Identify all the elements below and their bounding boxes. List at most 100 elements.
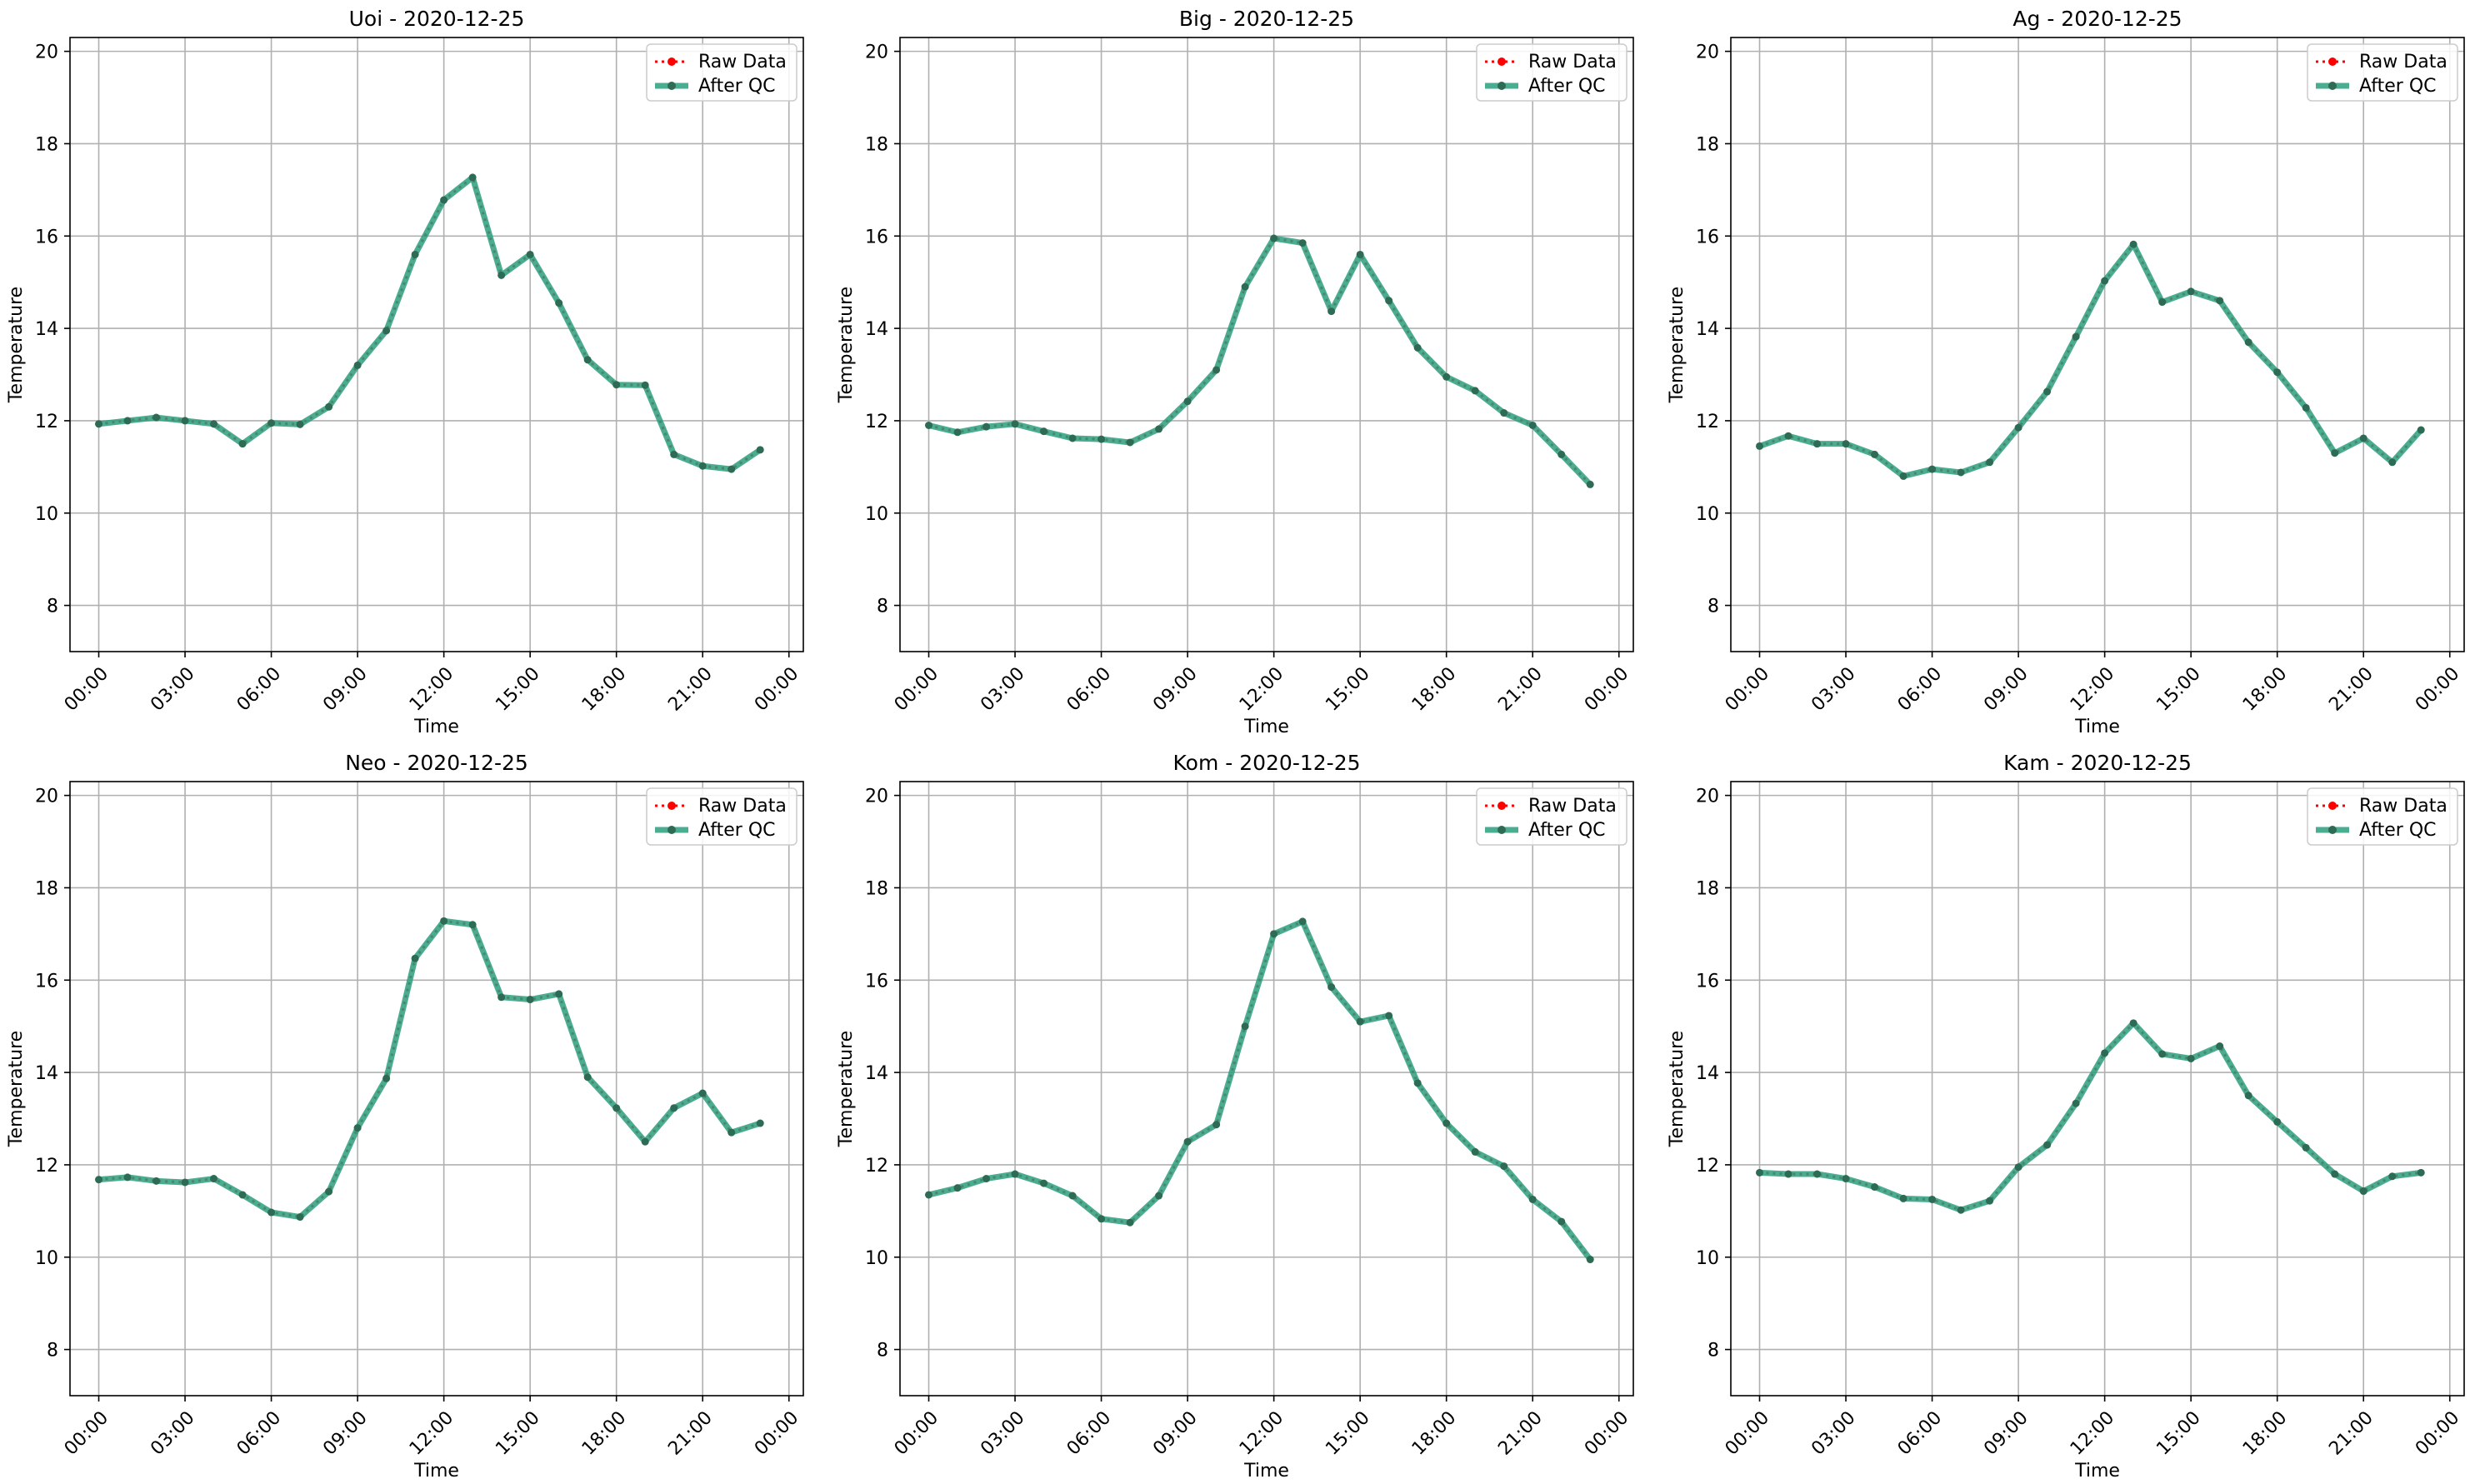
after-qc-point xyxy=(1957,1206,1965,1214)
after-qc-point xyxy=(2043,1141,2052,1149)
after-qc-point xyxy=(2244,338,2252,347)
y-tick-label: 16 xyxy=(35,227,58,247)
after-qc-point xyxy=(1298,239,1307,247)
after-qc-point xyxy=(728,465,736,473)
y-tick-label: 12 xyxy=(1696,1156,1719,1177)
after-qc-point xyxy=(756,446,764,454)
legend: Raw Data After QC xyxy=(2307,787,2458,846)
legend-qc-label: After QC xyxy=(1528,76,1606,97)
after-qc-point xyxy=(641,1137,649,1146)
after-qc-point xyxy=(1270,930,1278,938)
y-tick-label: 18 xyxy=(1696,134,1719,155)
x-tick-label: 00:00 xyxy=(1581,1407,1633,1460)
after-qc-point xyxy=(498,271,506,279)
x-tick-label: 15:00 xyxy=(2152,1407,2205,1460)
y-tick-label: 20 xyxy=(1696,42,1719,63)
x-tick-label: 00:00 xyxy=(2412,663,2464,716)
legend-qc-marker xyxy=(668,82,676,90)
x-tick-label: 03:00 xyxy=(1808,1407,1860,1460)
x-tick-label: 03:00 xyxy=(977,1407,1029,1460)
x-axis-label: Time xyxy=(1243,717,1289,737)
after-qc-point xyxy=(1756,442,1764,450)
after-qc-point xyxy=(296,420,304,428)
after-qc-point xyxy=(583,1073,592,1082)
after-qc-point xyxy=(982,1175,991,1183)
legend-raw-label: Raw Data xyxy=(1528,796,1617,817)
y-tick-label: 20 xyxy=(35,787,58,807)
after-qc-point xyxy=(1356,250,1364,258)
y-tick-label: 12 xyxy=(1696,412,1719,432)
axes-frame xyxy=(69,781,804,1397)
x-tick-label: 18:00 xyxy=(1408,1407,1461,1460)
grid xyxy=(900,782,1633,1396)
legend-raw-label: Raw Data xyxy=(2359,796,2448,817)
y-tick-label: 20 xyxy=(865,787,888,807)
legend-qc-label: After QC xyxy=(1528,820,1606,841)
after-qc-point xyxy=(1871,450,1879,458)
after-qc-point xyxy=(1842,1175,1850,1183)
after-qc-point xyxy=(526,250,534,258)
after-qc-point xyxy=(698,1089,707,1097)
after-qc-point xyxy=(756,1119,764,1127)
chart-title: Neo - 2020-12-25 xyxy=(345,751,528,775)
y-axis-label: Temperature xyxy=(6,287,27,403)
after-qc-point xyxy=(1558,450,1566,458)
after-qc-point xyxy=(2302,1143,2310,1152)
after-qc-point xyxy=(1442,1119,1451,1127)
x-tick-label: 00:00 xyxy=(1722,663,1774,716)
after-qc-point xyxy=(1155,425,1163,433)
after-qc-point xyxy=(1413,343,1422,352)
after-qc-point xyxy=(1270,234,1278,242)
after-qc-point xyxy=(152,413,161,422)
x-tick-label: 18:00 xyxy=(2239,663,2292,716)
after-qc-point xyxy=(468,173,477,182)
x-tick-label: 00:00 xyxy=(751,663,803,716)
legend-raw-marker xyxy=(2328,802,2337,810)
x-tick-label: 09:00 xyxy=(1149,663,1202,716)
after-qc-line xyxy=(928,235,1592,487)
after-qc-point xyxy=(210,420,218,428)
y-tick-label: 18 xyxy=(865,134,888,155)
after-qc-point xyxy=(353,1124,362,1132)
x-tick-label: 06:00 xyxy=(1063,663,1116,716)
x-tick-label: 18:00 xyxy=(2239,1407,2292,1460)
after-qc-point xyxy=(2101,277,2109,285)
after-qc-point xyxy=(2014,1163,2022,1172)
chart-title: Kom - 2020-12-25 xyxy=(1173,751,1361,775)
x-tick-label: 09:00 xyxy=(1149,1407,1202,1460)
after-qc-point xyxy=(1586,1256,1594,1264)
after-qc-point xyxy=(1183,397,1192,406)
after-qc-line xyxy=(928,918,1593,1262)
legend: Raw Data After QC xyxy=(646,43,798,102)
legend: Raw Data After QC xyxy=(2307,43,2458,102)
y-tick-label: 16 xyxy=(865,971,888,992)
after-qc-line xyxy=(1759,1020,2422,1213)
x-tick-label: 09:00 xyxy=(1980,1407,2032,1460)
legend: Raw Data After QC xyxy=(646,787,798,846)
after-qc-point xyxy=(1040,427,1048,436)
raw-data-line xyxy=(1759,242,2422,478)
after-qc-point xyxy=(2244,1092,2252,1100)
x-tick-label: 03:00 xyxy=(1808,663,1860,716)
subplot-6: 00:00 03:00 06:00 09:00 12:00 15:00 18:00 21:00… xyxy=(1667,751,2465,1482)
y-tick-label: 8 xyxy=(1708,1341,1719,1362)
after-qc-point xyxy=(1040,1179,1048,1187)
after-qc-point xyxy=(2216,297,2224,305)
x-tick-label: 09:00 xyxy=(319,1407,372,1460)
legend-raw-marker xyxy=(2328,57,2337,66)
after-qc-line xyxy=(98,917,762,1221)
grid xyxy=(70,782,803,1396)
y-tick-label: 12 xyxy=(35,1156,58,1177)
x-tick-label: 03:00 xyxy=(147,1407,199,1460)
after-qc-point xyxy=(1813,1170,1822,1178)
subplot-4: 00:00 03:00 06:00 09:00 12:00 15:00 18:00 21:00… xyxy=(6,751,804,1482)
after-qc-point xyxy=(1126,1218,1134,1227)
after-qc-point xyxy=(2187,1054,2195,1062)
after-qc-point xyxy=(123,417,132,425)
after-qc-point xyxy=(1813,440,1822,448)
after-qc-point xyxy=(2302,403,2310,412)
y-tick-label: 14 xyxy=(35,319,58,340)
subplot-2: 00:00 03:00 06:00 09:00 12:00 15:00 18:00 21:00… xyxy=(836,7,1634,737)
x-tick-label: 12:00 xyxy=(406,1407,458,1460)
after-qc-point xyxy=(698,462,707,470)
